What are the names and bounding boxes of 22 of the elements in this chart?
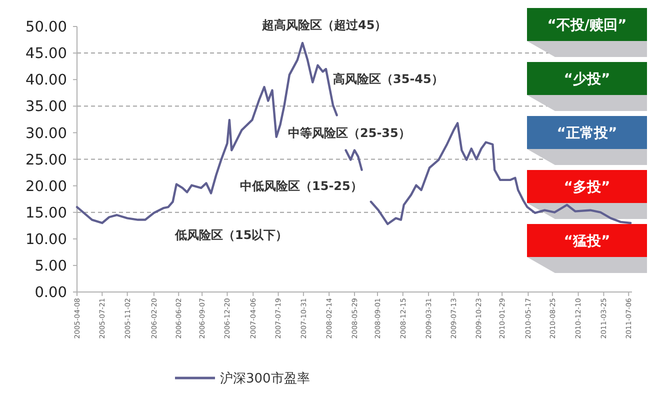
- annotation: “正常投”: [556, 125, 618, 142]
- annotation: 中低风险区（15-25）: [240, 179, 362, 194]
- annotation: “少投”: [564, 71, 610, 88]
- annotation: 超高风险区（超过45）: [261, 18, 387, 32]
- annotation: 中等风险区（25-35）: [288, 126, 410, 140]
- annotation: “不投/赎回”: [547, 17, 627, 34]
- y-tick-label: 35.00: [25, 99, 67, 116]
- y-tick-label: 30.00: [25, 126, 67, 142]
- annotation: 低风险区（15以下）: [174, 228, 288, 242]
- y-tick-label: 40.00: [25, 72, 67, 89]
- y-tick-label: 20.00: [25, 178, 67, 195]
- y-tick-label: 5.00: [34, 258, 67, 275]
- y-tick-label: 45.00: [25, 46, 67, 62]
- y-tick-label: 25.00: [25, 152, 67, 168]
- legend-label: 沪深300市盈率: [220, 370, 310, 387]
- y-tick-label: 10.00: [25, 232, 67, 248]
- y-tick-label: 15.00: [25, 205, 67, 222]
- annotation: 高风险区（35-45）: [333, 72, 444, 86]
- annotation: “猛投”: [564, 233, 610, 250]
- annotation: “多投”: [564, 179, 610, 196]
- y-tick-label: 50.00: [25, 20, 67, 36]
- y-tick-label: 0.00: [34, 285, 67, 302]
